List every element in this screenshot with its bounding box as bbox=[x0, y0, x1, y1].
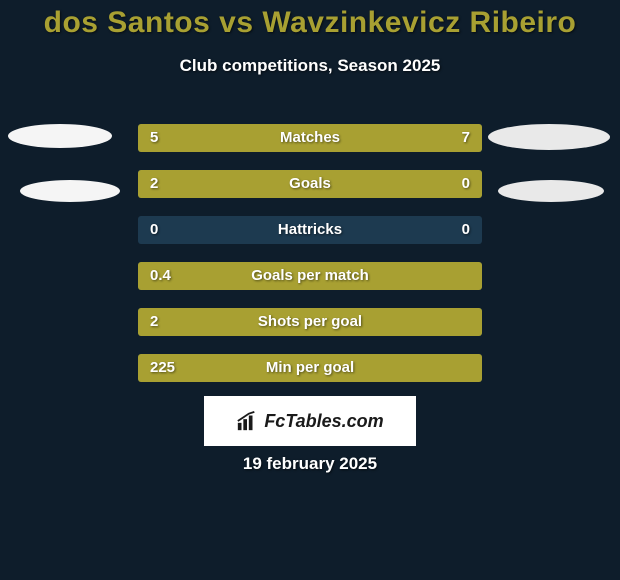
stat-row: 0.4Goals per match bbox=[138, 262, 482, 290]
stat-label: Matches bbox=[138, 124, 482, 152]
player-left-name: dos Santos bbox=[44, 6, 211, 39]
stat-label: Hattricks bbox=[138, 216, 482, 244]
logo-box[interactable]: FcTables.com bbox=[204, 396, 416, 446]
stat-row: 225Min per goal bbox=[138, 354, 482, 382]
stats-container: 57Matches 20Goals 00Hattricks 0.4Goals per … bbox=[138, 124, 482, 400]
stat-label: Goals per match bbox=[138, 262, 482, 290]
stat-row: 2Shots per goal bbox=[138, 308, 482, 336]
stat-label: Min per goal bbox=[138, 354, 482, 382]
page-title: dos Santos vs Wavzinkevicz Ribeiro bbox=[0, 0, 620, 40]
subtitle: Club competitions, Season 2025 bbox=[0, 56, 620, 76]
avatar-left-2 bbox=[20, 180, 120, 202]
chart-icon bbox=[236, 410, 258, 432]
avatar-right-1 bbox=[488, 124, 610, 150]
stat-label: Shots per goal bbox=[138, 308, 482, 336]
player-right-name: Wavzinkevicz Ribeiro bbox=[262, 6, 576, 39]
stat-row: 57Matches bbox=[138, 124, 482, 152]
stat-row: 00Hattricks bbox=[138, 216, 482, 244]
avatar-right-2 bbox=[498, 180, 604, 202]
avatar-left-1 bbox=[8, 124, 112, 148]
stat-label: Goals bbox=[138, 170, 482, 198]
vs-separator: vs bbox=[219, 6, 253, 39]
date-label: 19 february 2025 bbox=[0, 454, 620, 474]
logo-text: FcTables.com bbox=[264, 411, 383, 432]
comparison-card: dos Santos vs Wavzinkevicz Ribeiro Club … bbox=[0, 0, 620, 580]
stat-row: 20Goals bbox=[138, 170, 482, 198]
